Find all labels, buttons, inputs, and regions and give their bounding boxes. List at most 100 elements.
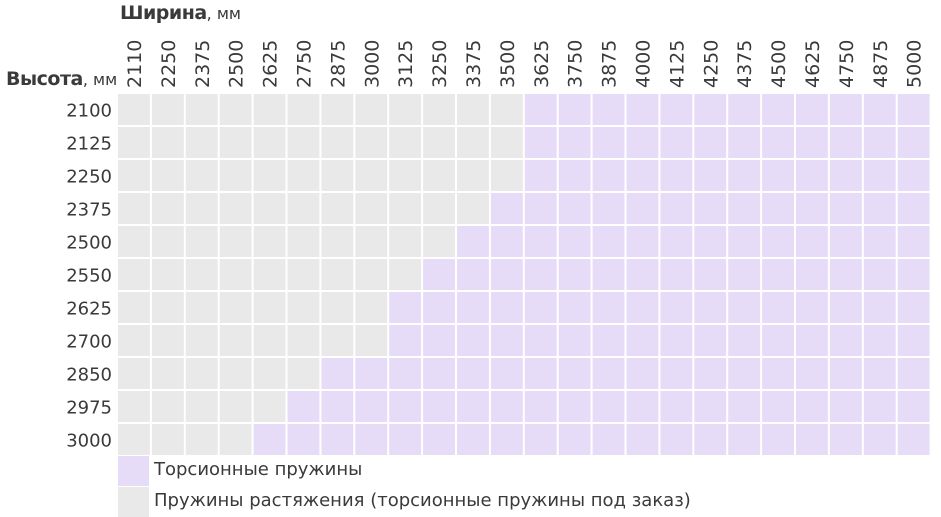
width-tick-label: 2375	[192, 40, 214, 88]
cell-torsion	[660, 292, 693, 323]
cell-extension	[118, 424, 150, 455]
height-tick-label: 2700	[66, 332, 112, 353]
cell-extension	[151, 292, 184, 323]
cell-torsion	[321, 358, 354, 389]
cell-extension	[185, 325, 218, 356]
cell-torsion	[829, 292, 862, 323]
cell-extension	[151, 325, 184, 356]
cell-torsion	[558, 325, 591, 356]
cell-torsion	[762, 358, 794, 389]
cell-extension	[253, 325, 286, 356]
cell-torsion	[796, 424, 828, 455]
cell-torsion	[762, 325, 794, 356]
cell-extension	[253, 94, 286, 125]
cell-torsion	[558, 292, 591, 323]
cell-torsion	[728, 358, 761, 389]
cell-torsion	[355, 391, 388, 422]
cell-torsion	[762, 193, 794, 224]
cell-torsion	[796, 226, 828, 257]
cell-torsion	[796, 358, 828, 389]
cell-torsion	[897, 292, 930, 323]
cell-torsion	[897, 325, 930, 356]
cell-torsion	[626, 259, 659, 290]
cell-extension	[321, 160, 354, 191]
cell-torsion	[423, 325, 455, 356]
width-tick-label: 4250	[700, 40, 722, 88]
cell-extension	[151, 358, 184, 389]
cell-torsion	[660, 259, 693, 290]
cell-torsion	[490, 424, 523, 455]
cell-torsion	[728, 160, 761, 191]
cell-torsion	[762, 160, 794, 191]
cell-torsion	[796, 292, 828, 323]
cell-torsion	[829, 193, 862, 224]
cell-torsion	[660, 391, 693, 422]
cell-torsion	[660, 160, 693, 191]
cell-torsion	[490, 325, 523, 356]
cell-torsion	[694, 325, 727, 356]
cell-torsion	[660, 94, 693, 125]
cell-torsion	[592, 259, 625, 290]
cell-torsion	[796, 127, 828, 158]
cell-extension	[151, 259, 184, 290]
cell-torsion	[524, 127, 557, 158]
cell-torsion	[660, 193, 693, 224]
cell-torsion	[626, 292, 659, 323]
cell-extension	[321, 325, 354, 356]
height-tick-label: 3000	[66, 431, 112, 452]
cell-extension	[219, 127, 252, 158]
cell-torsion	[863, 325, 896, 356]
width-title-bold: Ширина	[120, 2, 207, 24]
cell-torsion	[524, 391, 557, 422]
cell-torsion	[694, 94, 727, 125]
cell-torsion	[762, 226, 794, 257]
cell-torsion	[524, 358, 557, 389]
cell-torsion	[660, 358, 693, 389]
cell-extension	[457, 94, 489, 125]
cell-torsion	[558, 259, 591, 290]
cell-extension	[457, 160, 489, 191]
height-tick-label: 2500	[66, 233, 112, 254]
cell-torsion	[558, 226, 591, 257]
cell-torsion	[389, 424, 422, 455]
cell-torsion	[829, 391, 862, 422]
cell-extension	[151, 226, 184, 257]
cell-extension	[321, 259, 354, 290]
cell-torsion	[558, 193, 591, 224]
cell-extension	[321, 226, 354, 257]
cell-extension	[118, 127, 150, 158]
width-tick-label: 4625	[802, 40, 824, 88]
cell-extension	[185, 127, 218, 158]
cell-torsion	[321, 391, 354, 422]
cell-extension	[185, 193, 218, 224]
width-axis-title: Ширина, мм	[120, 2, 241, 24]
cell-extension	[287, 94, 320, 125]
cell-extension	[287, 160, 320, 191]
cell-extension	[118, 358, 150, 389]
cell-extension	[287, 127, 320, 158]
height-tick-label: 2850	[66, 365, 112, 386]
cell-torsion	[796, 193, 828, 224]
cell-extension	[253, 292, 286, 323]
cell-torsion	[389, 358, 422, 389]
cell-torsion	[897, 94, 930, 125]
cell-torsion	[660, 226, 693, 257]
cell-torsion	[592, 193, 625, 224]
cell-extension	[355, 292, 388, 323]
height-tick-label: 2375	[66, 200, 112, 221]
cell-torsion	[694, 127, 727, 158]
cell-torsion	[762, 94, 794, 125]
cell-extension	[287, 325, 320, 356]
width-tick-label: 4500	[768, 40, 790, 88]
cell-torsion	[490, 391, 523, 422]
cell-torsion	[829, 424, 862, 455]
cell-torsion	[728, 391, 761, 422]
width-tick-label: 4750	[836, 40, 858, 88]
cell-torsion	[592, 391, 625, 422]
cell-torsion	[524, 259, 557, 290]
cell-torsion	[457, 292, 489, 323]
cell-extension	[253, 259, 286, 290]
width-tick-label: 3375	[463, 40, 485, 88]
width-tick-label: 4375	[734, 40, 756, 88]
cell-torsion	[863, 94, 896, 125]
